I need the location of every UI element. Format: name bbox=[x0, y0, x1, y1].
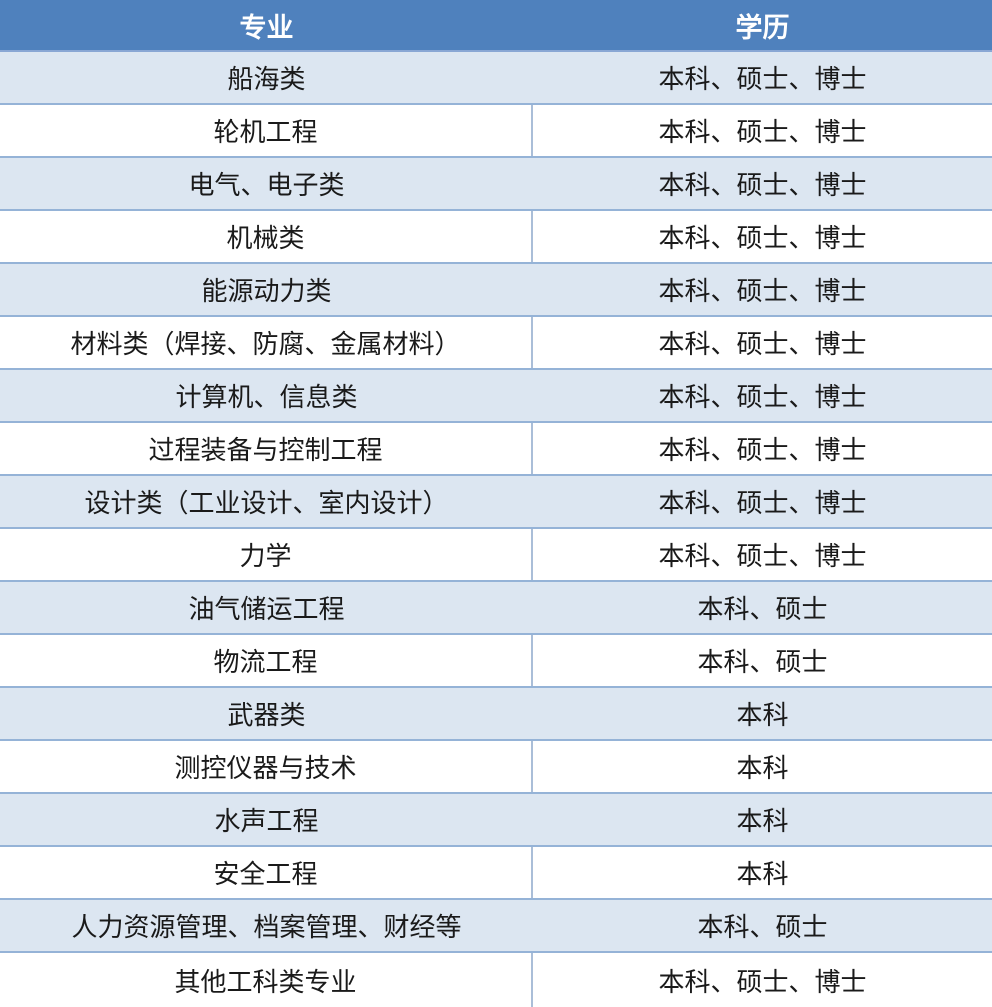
degrees-cell: 本科、硕士、博士 bbox=[658, 64, 867, 94]
table-row: 水声工程 本科 bbox=[0, 794, 992, 847]
degrees-cell: 本科、硕士、博士 bbox=[658, 329, 867, 359]
table-row: 力学 本科、硕士、博士 bbox=[0, 529, 992, 582]
table-row: 人力资源管理、档案管理、财经等 本科、硕士 bbox=[0, 900, 992, 953]
major-cell: 能源动力类 bbox=[201, 276, 332, 306]
major-cell: 设计类（工业设计、室内设计） bbox=[84, 488, 449, 518]
table-row: 其他工科类专业 本科、硕士、博士 bbox=[0, 953, 992, 1007]
table-row: 物流工程 本科、硕士 bbox=[0, 635, 992, 688]
degrees-cell: 本科、硕士 bbox=[697, 594, 828, 624]
header-cell-degrees: 学历 bbox=[735, 12, 790, 43]
degrees-cell: 本科 bbox=[736, 700, 789, 730]
major-cell: 测控仪器与技术 bbox=[0, 741, 533, 792]
degrees-cell: 本科、硕士、博士 bbox=[658, 382, 867, 412]
table-row: 油气储运工程 本科、硕士 bbox=[0, 582, 992, 635]
degrees-cell: 本科、硕士、博士 bbox=[658, 488, 867, 518]
degrees-cell: 本科、硕士、博士 bbox=[658, 435, 867, 465]
degrees-cell: 本科 bbox=[736, 859, 789, 889]
degrees-cell: 本科、硕士、博士 bbox=[658, 170, 867, 200]
degrees-cell: 本科 bbox=[736, 806, 789, 836]
major-cell: 电气、电子类 bbox=[188, 170, 345, 200]
major-cell: 物流工程 bbox=[0, 635, 533, 686]
table-row: 机械类 本科、硕士、博士 bbox=[0, 211, 992, 264]
major-cell: 机械类 bbox=[0, 211, 533, 262]
table-row: 船海类 本科、硕士、博士 bbox=[0, 52, 992, 105]
major-cell: 力学 bbox=[0, 529, 533, 580]
table-row: 过程装备与控制工程 本科、硕士、博士 bbox=[0, 423, 992, 476]
major-cell: 油气储运工程 bbox=[188, 594, 345, 624]
degrees-cell: 本科、硕士、博士 bbox=[658, 117, 867, 147]
major-cell: 水声工程 bbox=[214, 806, 319, 836]
table-row: 轮机工程 本科、硕士、博士 bbox=[0, 105, 992, 158]
major-cell: 其他工科类专业 bbox=[0, 953, 533, 1007]
major-cell: 计算机、信息类 bbox=[175, 382, 358, 412]
table-row: 测控仪器与技术 本科 bbox=[0, 741, 992, 794]
degrees-cell: 本科、硕士、博士 bbox=[658, 541, 867, 571]
degrees-cell: 本科、硕士 bbox=[697, 912, 828, 942]
major-cell: 船海类 bbox=[227, 64, 306, 94]
degrees-cell: 本科、硕士 bbox=[697, 647, 828, 677]
table-row: 电气、电子类 本科、硕士、博士 bbox=[0, 158, 992, 211]
degrees-cell: 本科、硕士、博士 bbox=[658, 966, 867, 997]
table-row: 设计类（工业设计、室内设计） 本科、硕士、博士 bbox=[0, 476, 992, 529]
table-row: 武器类 本科 bbox=[0, 688, 992, 741]
degrees-cell: 本科 bbox=[736, 753, 789, 783]
major-cell: 过程装备与控制工程 bbox=[0, 423, 533, 474]
degrees-cell: 本科、硕士、博士 bbox=[658, 276, 867, 306]
header-row: 专业 学历 bbox=[0, 0, 992, 52]
major-cell: 材料类（焊接、防腐、金属材料） bbox=[0, 317, 533, 368]
major-cell: 武器类 bbox=[227, 700, 306, 730]
header-cell-major: 专业 bbox=[239, 12, 294, 43]
table-row: 计算机、信息类 本科、硕士、博士 bbox=[0, 370, 992, 423]
major-cell: 轮机工程 bbox=[0, 105, 533, 156]
table-row: 材料类（焊接、防腐、金属材料） 本科、硕士、博士 bbox=[0, 317, 992, 370]
major-cell: 安全工程 bbox=[0, 847, 533, 898]
major-cell: 人力资源管理、档案管理、财经等 bbox=[71, 912, 462, 942]
table-row: 能源动力类 本科、硕士、博士 bbox=[0, 264, 992, 317]
degrees-cell: 本科、硕士、博士 bbox=[658, 223, 867, 253]
table-row: 安全工程 本科 bbox=[0, 847, 992, 900]
